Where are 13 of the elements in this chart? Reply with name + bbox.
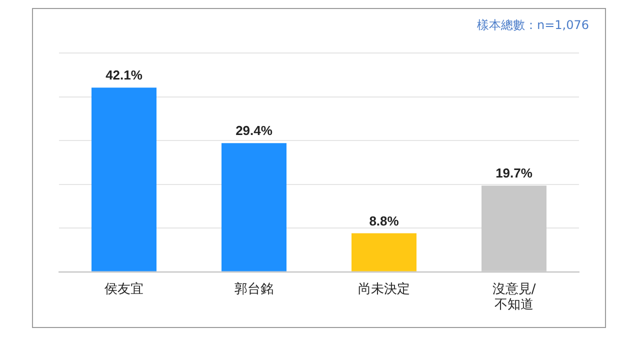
bar bbox=[92, 88, 156, 272]
data-label: 8.8% bbox=[369, 213, 400, 228]
data-label: 42.1% bbox=[106, 68, 143, 83]
bar bbox=[352, 233, 416, 272]
text: 樣本總數：n=1,076 bbox=[476, 17, 589, 34]
x-tick-label: 郭台銘 bbox=[234, 282, 274, 297]
x-tick-label: 侯友宜 bbox=[104, 280, 144, 297]
bar bbox=[482, 186, 546, 272]
x-tick-label: 尚未決定 bbox=[358, 282, 410, 297]
x-tick-label: 沒意見/不知道 bbox=[492, 282, 536, 313]
bar bbox=[222, 143, 286, 272]
data-label: 19.7% bbox=[496, 166, 533, 181]
data-label: 29.4% bbox=[236, 123, 273, 138]
